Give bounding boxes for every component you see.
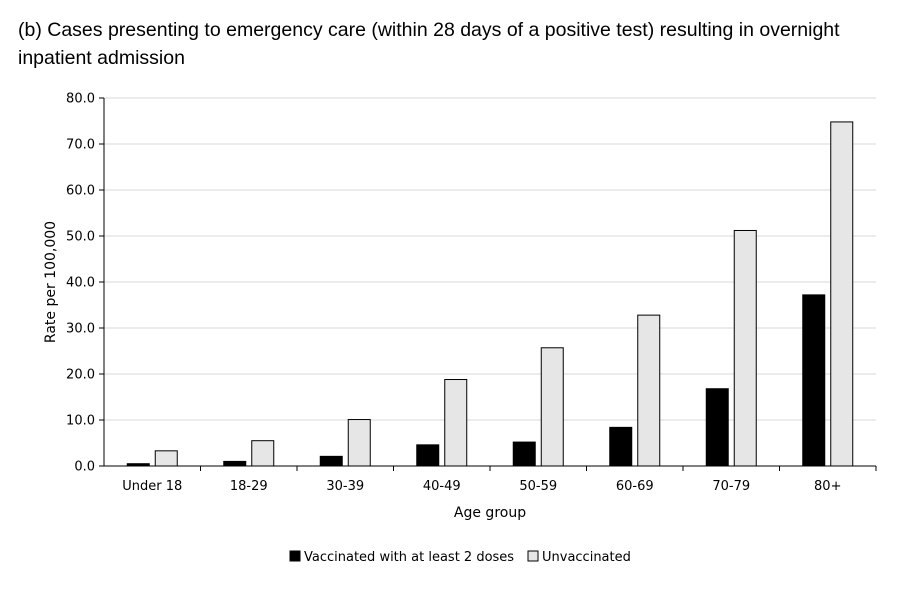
axes (99, 97, 877, 471)
y-tick-label: 20.0 (66, 368, 95, 383)
y-tick-label: 50.0 (66, 230, 95, 245)
bar-vaccinated (609, 426, 633, 467)
bar-vaccinated (512, 441, 536, 467)
bar-unvaccinated (637, 314, 661, 467)
bar-unvaccinated (251, 440, 275, 467)
x-tick-label: 30-39 (326, 479, 364, 494)
legend-swatch (527, 550, 539, 562)
y-tick-label: 60.0 (66, 184, 95, 199)
legend-label: Vaccinated with at least 2 doses (304, 550, 514, 565)
x-tick-label: 70-79 (712, 479, 750, 494)
x-tick-label: 80+ (814, 479, 841, 494)
legend-label: Unvaccinated (542, 550, 631, 565)
x-tick-label: 60-69 (616, 479, 654, 494)
bar-vaccinated (802, 294, 826, 467)
legend: Vaccinated with at least 2 doses Unvaccin… (289, 550, 631, 565)
y-tick-label: 30.0 (66, 322, 95, 337)
bars (126, 121, 854, 467)
bar-unvaccinated (540, 347, 564, 467)
x-axis-title: Age group (454, 505, 526, 521)
bar-unvaccinated (830, 121, 854, 467)
bar-unvaccinated (154, 450, 178, 467)
bar-vaccinated (319, 455, 343, 467)
x-tick-label: 50-59 (519, 479, 557, 494)
x-tick-label: 40-49 (423, 479, 461, 494)
y-tick-label: 10.0 (66, 414, 95, 429)
bar-vaccinated (223, 460, 247, 467)
x-tick-label: Under 18 (122, 479, 182, 494)
gridlines (104, 97, 876, 421)
chart-title: (b) Cases presenting to emergency care (… (18, 19, 840, 69)
legend-swatch (289, 550, 301, 562)
y-tick-label: 40.0 (66, 276, 95, 291)
y-tick-label: 70.0 (66, 138, 95, 153)
x-tick-label: 18-29 (230, 479, 268, 494)
bar-unvaccinated (444, 379, 468, 467)
y-tick-label: 80.0 (66, 92, 95, 107)
bar-unvaccinated (733, 229, 757, 467)
bar-vaccinated (705, 388, 729, 467)
y-tick-label: 0.0 (74, 460, 95, 475)
y-axis-title: Rate per 100,000 (43, 221, 59, 343)
tick-labels: 0.0 10.0 20.0 30.0 40.0 50.0 60.0 70.0 80.0 Under… (66, 92, 841, 495)
bar-unvaccinated (347, 419, 371, 467)
bar-vaccinated (416, 444, 440, 467)
